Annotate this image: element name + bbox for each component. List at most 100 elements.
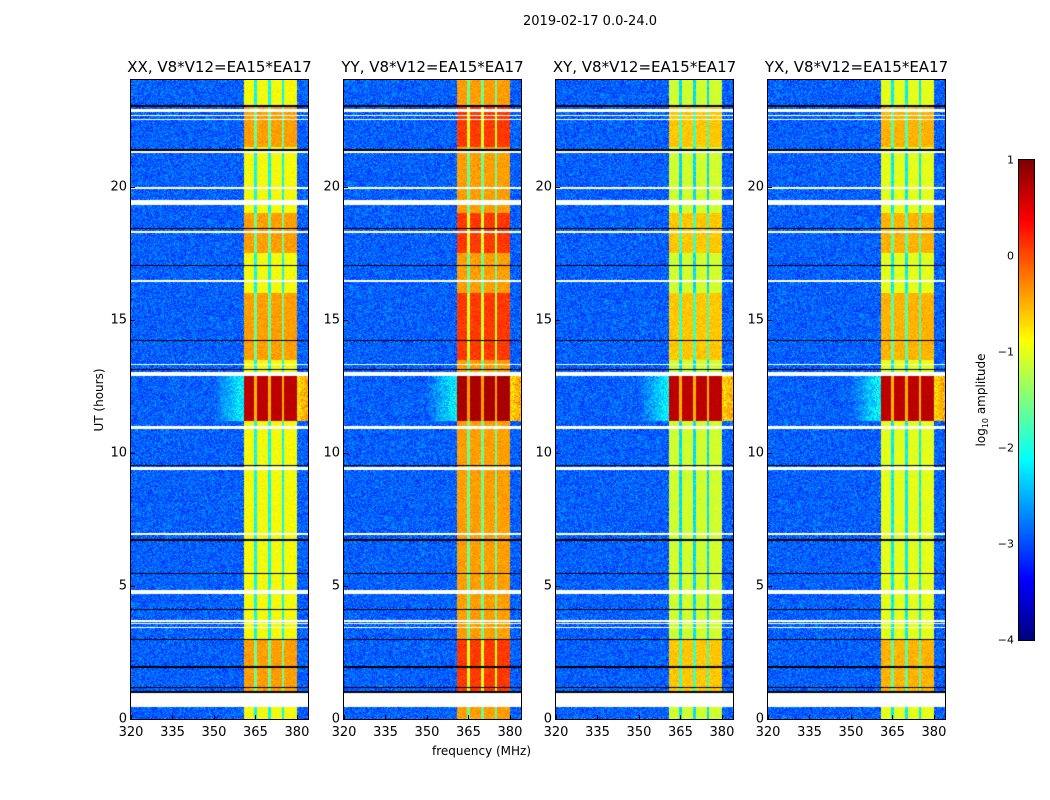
x-tick-mark xyxy=(172,715,174,719)
x-tick-label: 350 xyxy=(838,725,864,740)
x-tick-label: 350 xyxy=(201,725,227,740)
colorbar-gradient xyxy=(1019,160,1034,640)
x-tick-label: 365 xyxy=(243,725,268,740)
x-tick-label: 335 xyxy=(373,725,398,740)
spectrogram-panel-3: YX, V8*V12=EA15*EA17 320 335 350 365 380 0 5 10 1… xyxy=(747,58,948,740)
y-tick-mark xyxy=(131,319,135,321)
y-tick-label: 0 xyxy=(543,711,552,727)
y-tick-label: 0 xyxy=(118,711,127,727)
y-tick-label: 15 xyxy=(747,312,764,328)
heatmap-image xyxy=(556,80,733,719)
spectrogram-panel-2: XY, V8*V12=EA15*EA17 320 335 350 365 380 0 5 10 1… xyxy=(535,58,736,740)
colorbar-tick-label: −1 xyxy=(997,345,1014,359)
colorbar-tick-label: −2 xyxy=(997,441,1014,455)
x-tick-label: 335 xyxy=(160,725,185,740)
x-tick-mark xyxy=(344,715,345,719)
colorbar-label-log: log xyxy=(973,428,988,447)
y-tick-label: 0 xyxy=(755,711,764,727)
x-tick-mark xyxy=(638,715,640,719)
colorbar-tick-label: −4 xyxy=(997,633,1014,647)
x-tick-mark xyxy=(296,715,298,719)
x-tick-mark xyxy=(468,715,470,719)
heatmap-image xyxy=(131,80,308,719)
heatmap-image xyxy=(768,80,945,719)
x-tick-mark xyxy=(721,715,723,719)
x-tick-label: 365 xyxy=(668,725,693,740)
y-tick-mark xyxy=(344,585,348,587)
x-tick-mark xyxy=(933,715,935,719)
x-tick-label: 380 xyxy=(497,725,523,740)
panel-title: YX, V8*V12=EA15*EA17 xyxy=(764,58,949,76)
y-tick-label: 10 xyxy=(747,445,764,461)
y-tick-mark xyxy=(131,719,135,720)
y-tick-mark xyxy=(131,452,135,454)
colorbar-label-rest: amplitude xyxy=(973,353,988,418)
x-tick-label: 320 xyxy=(755,725,781,740)
y-tick-label: 0 xyxy=(331,711,340,727)
spectrogram-panel-0: XX, V8*V12=EA15*EA17 320 335 350 365 380 0 5 10 1… xyxy=(110,58,311,740)
y-tick-mark xyxy=(344,452,348,454)
y-tick-label: 10 xyxy=(323,445,340,461)
x-tick-mark xyxy=(809,715,811,719)
x-tick-label: 365 xyxy=(880,725,905,740)
y-tick-label: 20 xyxy=(535,179,552,194)
y-tick-label: 5 xyxy=(543,578,552,594)
x-axis-label: frequency (MHz) xyxy=(432,744,532,758)
y-tick-mark xyxy=(344,719,348,720)
y-tick-label: 10 xyxy=(110,445,127,461)
y-tick-mark xyxy=(131,186,135,188)
x-tick-label: 335 xyxy=(585,725,610,740)
y-tick-mark xyxy=(344,319,348,321)
x-tick-mark xyxy=(597,715,599,719)
x-tick-label: 350 xyxy=(414,725,440,740)
panel-title: XY, V8*V12=EA15*EA17 xyxy=(552,58,737,76)
x-tick-label: 380 xyxy=(284,725,310,740)
colorbar: 1 0 −1 −2 −3 −4 xyxy=(998,154,1035,647)
y-axis-label: UT (hours) xyxy=(92,368,106,432)
x-tick-mark xyxy=(131,715,132,719)
x-tick-mark xyxy=(768,715,769,719)
y-tick-label: 5 xyxy=(118,578,127,594)
y-tick-label: 10 xyxy=(535,445,552,461)
colorbar-label: log10 amplitude xyxy=(974,354,990,447)
y-tick-mark xyxy=(131,585,135,587)
panel-title: YY, V8*V12=EA15*EA17 xyxy=(341,58,524,76)
y-tick-mark xyxy=(768,452,772,454)
y-tick-mark xyxy=(344,186,348,188)
y-tick-mark xyxy=(556,719,560,720)
colorbar-tick-label: −3 xyxy=(997,537,1014,551)
x-tick-mark xyxy=(892,715,894,719)
y-tick-label: 20 xyxy=(323,179,340,194)
x-tick-label: 335 xyxy=(797,725,822,740)
x-tick-label: 320 xyxy=(118,725,144,740)
colorbar-tick-label: 1 xyxy=(1007,153,1014,167)
x-tick-mark xyxy=(426,715,428,719)
y-tick-label: 15 xyxy=(535,312,552,328)
x-tick-label: 350 xyxy=(626,725,652,740)
y-tick-mark xyxy=(556,186,560,188)
x-tick-label: 320 xyxy=(331,725,357,740)
y-tick-label: 5 xyxy=(331,578,340,594)
x-tick-mark xyxy=(255,715,257,719)
x-tick-label: 380 xyxy=(709,725,735,740)
colorbar-label-sub: 10 xyxy=(981,417,991,429)
y-tick-mark xyxy=(556,585,560,587)
panel-title: XX, V8*V12=EA15*EA17 xyxy=(127,58,312,76)
y-tick-mark xyxy=(768,186,772,188)
x-tick-mark xyxy=(509,715,511,719)
x-tick-label: 320 xyxy=(543,725,569,740)
y-tick-mark xyxy=(768,585,772,587)
y-tick-mark xyxy=(556,319,560,321)
x-tick-mark xyxy=(556,715,557,719)
colorbar-tick-label: 0 xyxy=(1007,249,1014,263)
x-tick-label: 380 xyxy=(921,725,947,740)
x-tick-mark xyxy=(850,715,852,719)
spectrogram-panel-1: YY, V8*V12=EA15*EA17 320 335 350 365 380 0 5 10 1… xyxy=(323,58,523,740)
y-tick-mark xyxy=(556,452,560,454)
y-tick-label: 5 xyxy=(755,578,764,594)
y-tick-label: 15 xyxy=(323,312,340,328)
heatmap-image xyxy=(344,80,521,719)
figure-title: 2019-02-17 0.0-24.0 xyxy=(523,14,657,29)
y-tick-mark xyxy=(768,719,772,720)
x-tick-mark xyxy=(213,715,215,719)
